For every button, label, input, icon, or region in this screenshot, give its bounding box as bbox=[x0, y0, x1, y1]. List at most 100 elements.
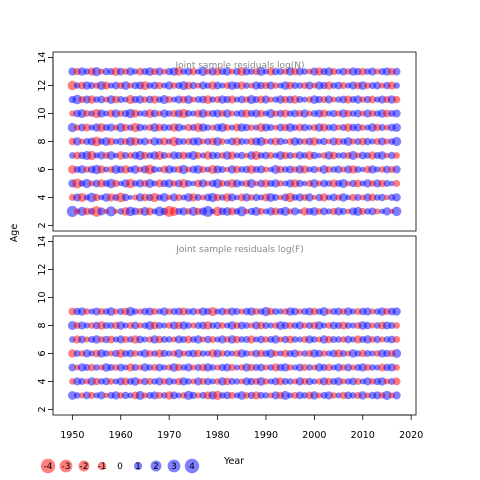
residual-bubble bbox=[175, 392, 182, 399]
residual-bubble bbox=[73, 137, 82, 146]
residual-bubble bbox=[261, 95, 271, 104]
residual-bubble bbox=[223, 349, 231, 357]
residual-bubble bbox=[237, 391, 247, 400]
residual-bubble bbox=[112, 179, 120, 188]
residual-bubble bbox=[286, 335, 295, 344]
residual-bubble bbox=[194, 137, 203, 146]
residual-bubble bbox=[377, 151, 387, 160]
residual-bubble bbox=[117, 96, 125, 104]
residual-bubble bbox=[68, 391, 77, 400]
residual-bubble bbox=[228, 391, 236, 399]
residual-bubble bbox=[218, 335, 227, 344]
residual-bubble bbox=[228, 377, 236, 385]
residual-bubble bbox=[324, 95, 333, 104]
residual-bubble bbox=[343, 137, 353, 146]
residual-bubble bbox=[319, 193, 329, 202]
residual-bubble bbox=[189, 307, 198, 316]
residual-bubble bbox=[213, 137, 222, 146]
residual-bubble bbox=[251, 150, 261, 160]
legend-bubble bbox=[184, 458, 200, 474]
residual-bubble bbox=[281, 363, 290, 372]
y-tick-label: 8 bbox=[37, 138, 48, 144]
residual-bubble bbox=[339, 321, 348, 330]
residual-bubble bbox=[179, 151, 188, 160]
residual-bubble bbox=[218, 179, 226, 187]
residual-bubble bbox=[228, 95, 237, 104]
residual-bubble bbox=[131, 109, 140, 118]
residual-bubble bbox=[388, 321, 396, 330]
residual-bubble bbox=[296, 336, 303, 343]
residual-bubble bbox=[392, 307, 401, 316]
residual-bubble bbox=[344, 335, 353, 344]
residual-bubble bbox=[271, 179, 280, 188]
residual-bubble bbox=[160, 109, 169, 118]
y-tick-label: 8 bbox=[37, 322, 48, 328]
residual-bubble bbox=[325, 308, 332, 315]
residual-bubble bbox=[320, 137, 328, 146]
residual-bubble bbox=[329, 123, 338, 132]
legend-bubble bbox=[59, 459, 73, 473]
residual-bubble bbox=[311, 194, 317, 200]
residual-bubble bbox=[368, 193, 377, 202]
residual-bubble bbox=[213, 193, 222, 202]
residual-bubble bbox=[374, 166, 381, 173]
x-tick-label: 1950 bbox=[60, 430, 84, 441]
residual-bubble bbox=[325, 165, 333, 173]
residual-bubble bbox=[88, 391, 96, 399]
residual-bubble bbox=[116, 67, 125, 76]
residual-bubble bbox=[116, 321, 125, 330]
residual-bubble bbox=[209, 364, 217, 371]
residual-bubble bbox=[164, 81, 174, 90]
residual-bubble bbox=[320, 109, 328, 118]
residual-bubble bbox=[364, 349, 372, 357]
residual-bubble bbox=[286, 321, 294, 330]
residual-bubble bbox=[97, 308, 105, 316]
residual-bubble bbox=[358, 391, 367, 400]
residual-bubble bbox=[382, 390, 392, 401]
residual-bubble bbox=[363, 321, 372, 330]
y-tick-label: 4 bbox=[37, 378, 48, 384]
residual-bubble bbox=[242, 67, 251, 76]
residual-bubble bbox=[338, 178, 348, 188]
residual-bubble bbox=[185, 110, 193, 118]
residual-bubble bbox=[116, 363, 125, 372]
residual-bubble bbox=[378, 124, 386, 132]
residual-bubble bbox=[305, 335, 314, 344]
residual-bubble bbox=[126, 349, 135, 358]
residual-bubble bbox=[77, 307, 87, 316]
residual-bubble bbox=[170, 391, 178, 400]
residual-bubble bbox=[189, 67, 198, 76]
residual-bubble bbox=[354, 179, 362, 188]
residual-bubble bbox=[335, 124, 342, 131]
residual-bubble bbox=[388, 180, 395, 187]
residual-bubble bbox=[344, 363, 353, 372]
residual-bubble bbox=[78, 335, 86, 344]
residual-bubble bbox=[73, 349, 81, 357]
residual-bubble bbox=[175, 193, 183, 201]
residual-bubble bbox=[262, 392, 270, 399]
residual-bubble bbox=[392, 377, 401, 386]
residual-bubble bbox=[233, 308, 241, 316]
residual-bubble bbox=[228, 110, 236, 117]
residual-bubble bbox=[393, 179, 401, 187]
residual-bubble bbox=[97, 95, 106, 104]
panel-1-points bbox=[66, 66, 402, 217]
residual-bubble bbox=[233, 364, 241, 371]
residual-bubble bbox=[363, 377, 372, 386]
y-tick-label: 10 bbox=[37, 291, 48, 303]
residual-bubble bbox=[377, 377, 387, 386]
residual-bubble bbox=[256, 137, 266, 146]
residual-bubble bbox=[262, 378, 270, 385]
residual-bubble bbox=[179, 207, 188, 216]
residual-bubble bbox=[266, 81, 275, 90]
residual-bubble bbox=[107, 123, 116, 132]
residual-bubble bbox=[348, 349, 358, 358]
residual-bubble bbox=[93, 364, 100, 371]
residual-bubble bbox=[121, 165, 130, 174]
residual-bubble bbox=[363, 307, 372, 316]
residual-bubble bbox=[83, 336, 90, 343]
residual-bubble bbox=[391, 206, 402, 217]
residual-bubble bbox=[266, 349, 276, 358]
residual-bubble bbox=[180, 138, 187, 145]
